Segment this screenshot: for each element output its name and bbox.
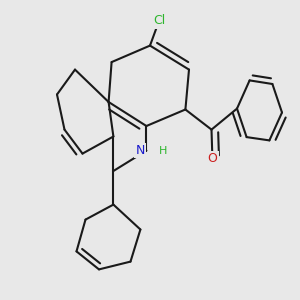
Text: H: H [158, 146, 167, 156]
Text: Cl: Cl [153, 14, 165, 28]
Text: N: N [136, 144, 145, 157]
Text: O: O [208, 152, 217, 165]
